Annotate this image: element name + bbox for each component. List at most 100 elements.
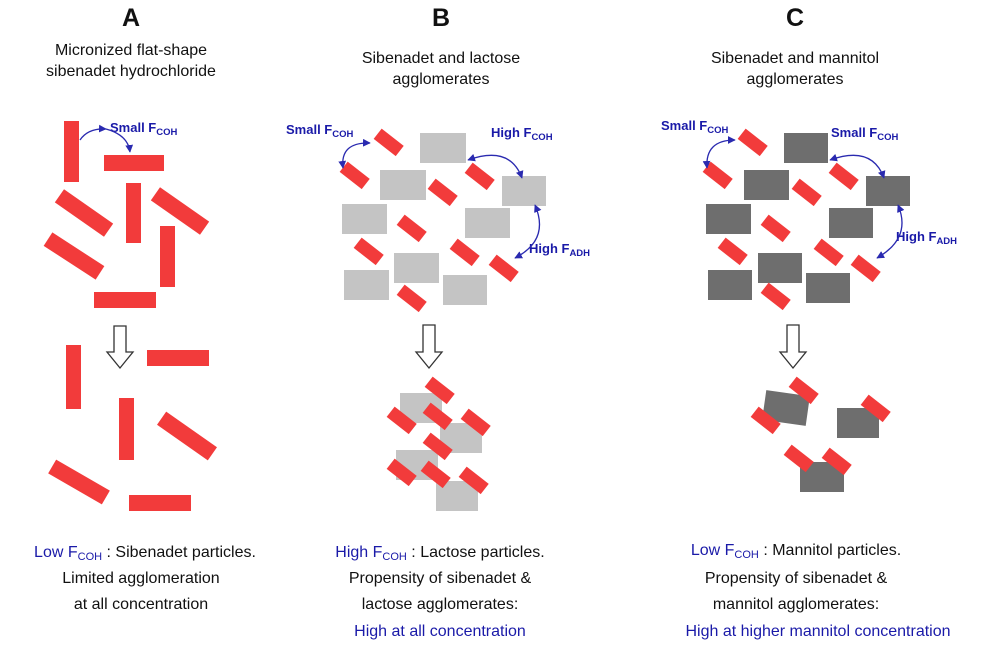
sibenadet-particle xyxy=(488,254,519,283)
sibenadet-particle xyxy=(850,254,881,283)
sibenadet-particle xyxy=(126,183,141,243)
panel-a: A Micronized flat-shape sibenadet hydroc… xyxy=(34,4,256,613)
panel-b-force-label-1: Small FCOH xyxy=(286,122,354,140)
sibenadet-particle xyxy=(422,402,453,431)
panel-c-caption-line-1: Low FCOH : Mannitol particles. xyxy=(691,542,901,561)
sibenadet-particle xyxy=(54,189,114,237)
lactose-particle xyxy=(394,253,439,283)
panel-a-force-label: Small FCOH xyxy=(110,120,178,138)
panel-b-letter: B xyxy=(432,4,450,32)
sibenadet-particle xyxy=(129,495,191,511)
sibenadet-particle xyxy=(821,447,852,476)
lactose-particle xyxy=(465,208,510,238)
panel-a-caption-line-3: at all concentration xyxy=(74,596,208,613)
sibenadet-particle xyxy=(860,394,891,423)
sibenadet-particle xyxy=(119,398,134,460)
panel-b-caption-line-3: lactose agglomerates: xyxy=(362,596,519,613)
sibenadet-particle xyxy=(783,444,814,473)
sibenadet-particle xyxy=(717,237,748,266)
lactose-particle xyxy=(344,270,389,300)
mannitol-particle xyxy=(758,253,802,283)
mannitol-particle xyxy=(806,273,850,303)
panel-b-title-line-2: agglomerates xyxy=(393,71,490,88)
sibenadet-particle xyxy=(386,406,417,435)
panel-b-force-label-2: High FCOH xyxy=(491,125,553,143)
sibenadet-particle xyxy=(828,162,859,191)
panel-c-arc-2 xyxy=(829,153,886,179)
panel-c-caption-line-2: Propensity of sibenadet & xyxy=(705,570,888,587)
panel-b-caption-line-2: Propensity of sibenadet & xyxy=(349,570,532,587)
sibenadet-particle xyxy=(160,226,175,287)
panel-a-letter: A xyxy=(122,4,140,32)
sibenadet-particle xyxy=(43,232,105,280)
panel-a-title-line-2: sibenadet hydrochloride xyxy=(46,63,216,80)
sibenadet-particle xyxy=(64,121,79,182)
sibenadet-particle xyxy=(464,162,495,191)
mannitol-particle xyxy=(784,133,828,163)
panel-a-title-line-1: Micronized flat-shape xyxy=(55,42,207,59)
sibenadet-particle xyxy=(66,345,81,409)
sibenadet-particle xyxy=(147,350,209,366)
lactose-particle xyxy=(502,176,546,206)
sibenadet-particle xyxy=(422,432,453,461)
mannitol-particle xyxy=(866,176,910,206)
panel-b-force-label-3: High FADH xyxy=(529,241,590,259)
panel-c-force-label-3: High FADH xyxy=(896,229,957,247)
panel-a-caption-line-2: Limited agglomeration xyxy=(62,570,219,587)
panel-b-down-arrow xyxy=(414,324,444,370)
panel-c-caption-line-3: mannitol agglomerates: xyxy=(713,596,879,613)
panel-c: C Sibenadet and mannitol agglomerates Sm… xyxy=(661,4,957,640)
sibenadet-particle xyxy=(791,178,822,207)
panel-c-force-label-1: Small FCOH xyxy=(661,118,729,136)
lactose-particle xyxy=(443,275,487,305)
panel-c-arc-3 xyxy=(876,204,905,259)
panel-c-title-line-1: Sibenadet and mannitol xyxy=(711,50,879,67)
sibenadet-particle xyxy=(150,187,210,235)
mannitol-particle xyxy=(706,204,751,234)
sibenadet-particle xyxy=(396,284,427,313)
lactose-particle xyxy=(342,204,387,234)
panel-b-caption-highlight: High at all concentration xyxy=(354,623,526,640)
sibenadet-particle xyxy=(813,238,844,267)
panel-b-arc-3 xyxy=(514,204,542,259)
sibenadet-particle xyxy=(458,466,489,495)
panel-b-arc-2 xyxy=(467,153,524,179)
sibenadet-particle xyxy=(373,128,404,157)
sibenadet-particle xyxy=(48,459,110,505)
panel-b: B Sibenadet and lactose agglomerates Sma… xyxy=(286,4,590,640)
mannitol-particle xyxy=(744,170,789,200)
sibenadet-particle xyxy=(760,282,791,311)
panel-c-down-arrow xyxy=(778,324,808,370)
panel-a-caption-line-1: Low FCOH : Sibenadet particles. xyxy=(34,544,256,563)
mannitol-particle xyxy=(708,270,752,300)
sibenadet-particle xyxy=(427,178,458,207)
sibenadet-particle xyxy=(424,376,455,405)
mannitol-particle xyxy=(829,208,873,238)
sibenadet-particle xyxy=(737,128,768,157)
sibenadet-particle xyxy=(386,458,417,487)
sibenadet-particle xyxy=(104,155,164,171)
sibenadet-particle xyxy=(94,292,156,308)
sibenadet-particle xyxy=(750,406,781,435)
panel-b-title-line-1: Sibenadet and lactose xyxy=(362,50,520,67)
panel-b-caption-line-1: High FCOH : Lactose particles. xyxy=(335,544,544,563)
panel-c-force-label-2: Small FCOH xyxy=(831,125,899,143)
mannitol-particle xyxy=(762,390,810,426)
panel-c-caption-highlight: High at higher mannitol concentration xyxy=(685,623,950,640)
panel-a-down-arrow xyxy=(105,325,135,370)
lactose-particle xyxy=(420,133,466,163)
sibenadet-particle xyxy=(157,411,217,461)
panel-a-arc-1 xyxy=(79,124,107,141)
panel-c-title-line-2: agglomerates xyxy=(747,71,844,88)
panel-a-arc-2 xyxy=(105,128,134,153)
panel-b-arc-1 xyxy=(338,138,371,169)
sibenadet-particle xyxy=(339,161,370,190)
sibenadet-particle xyxy=(760,214,791,243)
sibenadet-particle xyxy=(460,408,491,437)
sibenadet-particle xyxy=(788,376,819,405)
panel-c-arc-1 xyxy=(702,136,736,169)
sibenadet-particle xyxy=(353,237,384,266)
sibenadet-particle xyxy=(396,214,427,243)
sibenadet-particle xyxy=(420,460,451,489)
